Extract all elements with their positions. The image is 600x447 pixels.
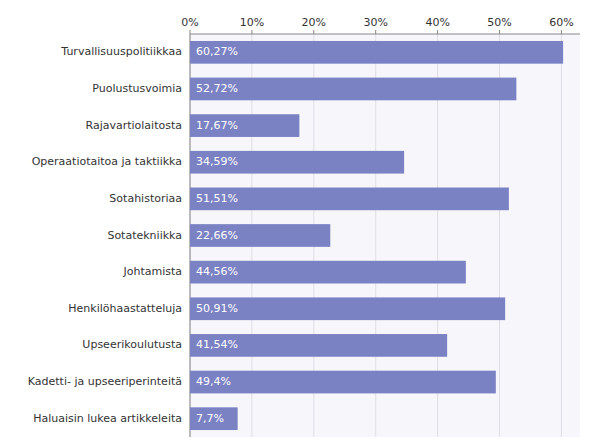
x-axis-line xyxy=(190,34,580,35)
tick-label: 40% xyxy=(425,16,449,29)
category-label: Haluaisin lukea artikkeleita xyxy=(33,412,182,425)
bar xyxy=(190,261,466,284)
tick-label: 20% xyxy=(302,16,326,29)
category-label: Upseerikoulutusta xyxy=(82,338,182,351)
category-label: Sotahistoriaa xyxy=(109,192,182,205)
data-label: 60,27% xyxy=(196,45,238,58)
tick-mark xyxy=(313,30,314,34)
data-label: 17,67% xyxy=(196,119,238,132)
bar xyxy=(190,78,516,101)
data-label: 52,72% xyxy=(196,82,238,95)
bar xyxy=(190,407,238,430)
bar xyxy=(190,114,299,137)
category-label: Turvallisuuspolitiikkaa xyxy=(60,45,182,58)
plot-area xyxy=(190,34,580,437)
bar xyxy=(190,41,563,64)
data-label: 51,51% xyxy=(196,192,238,205)
category-label: Johtamista xyxy=(122,265,182,278)
data-label: 7,7% xyxy=(196,412,224,425)
page: {"chart_data": {"type": "bar", "orientat… xyxy=(0,0,600,447)
tick-mark xyxy=(437,30,438,34)
tick-mark xyxy=(190,30,191,34)
category-label: Henkilöhaastatteluja xyxy=(68,302,182,315)
tick-label: 30% xyxy=(363,16,387,29)
data-label: 50,91% xyxy=(196,302,238,315)
bar xyxy=(190,188,509,211)
tick-label: 60% xyxy=(549,16,573,29)
category-label: Kadetti- ja upseeriperinteitä xyxy=(28,375,182,388)
bar xyxy=(190,151,404,174)
category-label: Rajavartiolaitosta xyxy=(86,119,183,132)
bar xyxy=(190,334,447,357)
tick-mark xyxy=(251,30,252,34)
grid-line xyxy=(561,34,562,437)
data-label: 34,59% xyxy=(196,155,238,168)
tick-label: 0% xyxy=(181,16,198,29)
tick-label: 10% xyxy=(240,16,264,29)
category-label: Operaatiotaitoa ja taktiikka xyxy=(32,155,182,168)
bar xyxy=(190,224,330,247)
tick-mark xyxy=(375,30,376,34)
tick-mark xyxy=(499,30,500,34)
chart: 0% 10% 20% 30% 40% 50% 60% Haluaisin lukea arti… xyxy=(0,0,600,447)
bar xyxy=(190,371,496,394)
tick-mark xyxy=(561,30,562,34)
category-label: Puolustusvoimia xyxy=(92,82,182,95)
category-label: Sotatekniikka xyxy=(107,229,182,242)
data-label: 22,66% xyxy=(196,229,238,242)
data-label: 41,54% xyxy=(196,338,238,351)
data-label: 44,56% xyxy=(196,265,238,278)
tick-label: 50% xyxy=(487,16,511,29)
bar xyxy=(190,297,505,320)
data-label: 49,4% xyxy=(196,375,231,388)
